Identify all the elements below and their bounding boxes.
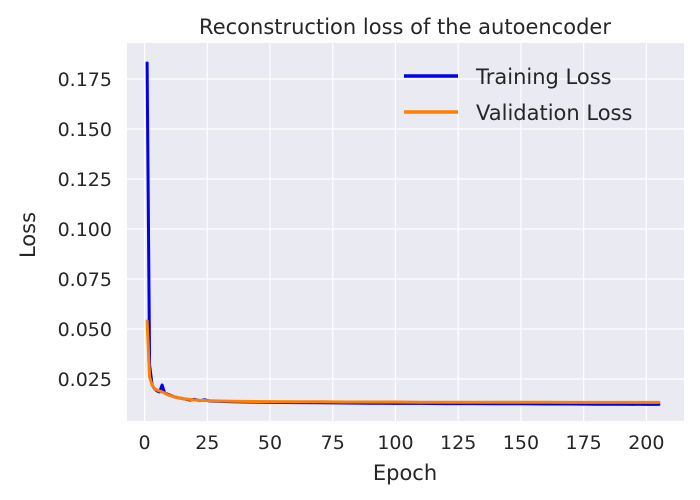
x-tick-labels: 0 25 50 75 100 125 150 175 200 (139, 432, 665, 454)
y-tick-labels: 0.025 0.050 0.075 0.100 0.125 0.150 0.175 (58, 69, 112, 391)
x-tick-label: 150 (503, 432, 539, 454)
x-tick-label: 75 (321, 432, 345, 454)
chart-title: Reconstruction loss of the autoencoder (199, 15, 611, 39)
x-tick-label: 125 (440, 432, 476, 454)
y-tick-label: 0.075 (58, 269, 112, 291)
y-tick-label: 0.125 (58, 169, 112, 191)
y-tick-label: 0.175 (58, 69, 112, 91)
y-tick-label: 0.150 (58, 119, 112, 141)
x-tick-label: 175 (566, 432, 602, 454)
y-tick-label: 0.050 (58, 319, 112, 341)
x-tick-label: 0 (139, 432, 151, 454)
y-tick-label: 0.025 (58, 369, 112, 391)
y-axis-title: Loss (16, 212, 40, 258)
legend-label-training: Training Loss (475, 65, 612, 89)
x-tick-label: 50 (258, 432, 282, 454)
validation-loss-line (145, 319, 661, 404)
x-axis-title: Epoch (373, 461, 437, 485)
x-tick-label: 25 (195, 432, 219, 454)
legend-label-validation: Validation Loss (476, 101, 632, 125)
series-lines (145, 61, 661, 406)
grid-lines (127, 43, 684, 421)
plot-background (127, 43, 684, 421)
x-tick-label: 200 (628, 432, 664, 454)
legend: Training Loss Validation Loss (404, 65, 632, 125)
x-tick-label: 100 (377, 432, 413, 454)
y-tick-label: 0.100 (58, 219, 112, 241)
